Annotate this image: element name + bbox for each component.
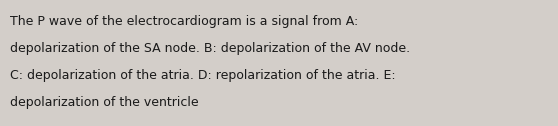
Text: depolarization of the ventricle: depolarization of the ventricle [10,96,199,109]
Text: The P wave of the electrocardiogram is a signal from A:: The P wave of the electrocardiogram is a… [10,15,358,28]
Text: depolarization of the SA node. B: depolarization of the AV node.: depolarization of the SA node. B: depola… [10,42,410,55]
Text: C: depolarization of the atria. D: repolarization of the atria. E:: C: depolarization of the atria. D: repol… [10,69,396,82]
